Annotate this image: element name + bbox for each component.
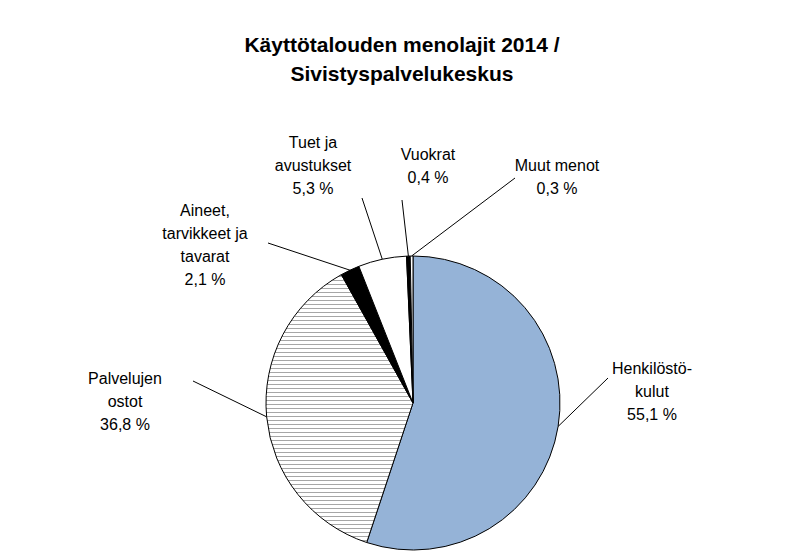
svg-text:Henkilöstö-kulut55,1 %: Henkilöstö-kulut55,1 % xyxy=(612,360,692,423)
html-text:Käyttötalouden menolajit 2014: Käyttötalouden menolajit 2014 / xyxy=(244,33,560,56)
svg-text:Vuokrat0,4 %: Vuokrat0,4 % xyxy=(401,146,456,186)
svg-text:Aineet,tarvikkeet jatavarat2,1: Aineet,tarvikkeet jatavarat2,1 % xyxy=(162,202,247,288)
svg-text:Muut menot0,3 %: Muut menot0,3 % xyxy=(515,157,600,197)
svg-text:Tuet jaavustukset5,3 %: Tuet jaavustukset5,3 % xyxy=(275,134,352,197)
svg-text:Palvelujenostot36,8 %: Palvelujenostot36,8 % xyxy=(88,370,162,433)
html-text:Sivistyspalvelukeskus: Sivistyspalvelukeskus xyxy=(290,62,514,85)
